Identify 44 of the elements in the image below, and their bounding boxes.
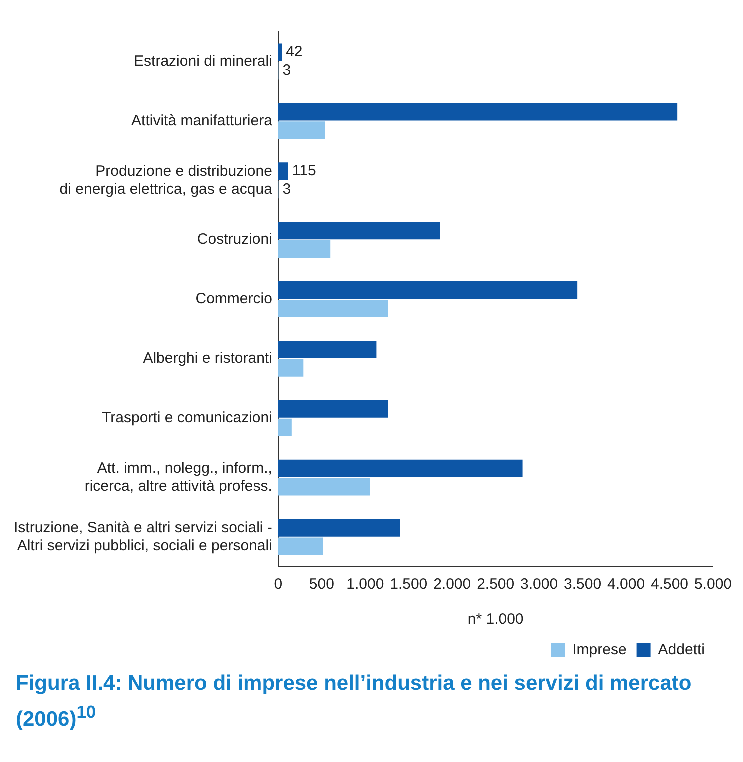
- bar: [278, 122, 326, 140]
- y-tick-label: Alberghi e ristoranti: [143, 350, 272, 368]
- bar: [278, 300, 388, 318]
- bar: [278, 44, 282, 62]
- x-tick-label: 1.000: [346, 576, 384, 594]
- bar: [278, 418, 292, 436]
- bar: [278, 282, 578, 300]
- y-tick-label: Commercio: [196, 290, 272, 308]
- legend-label: Imprese: [572, 642, 627, 659]
- x-tick-label: 3.500: [564, 576, 602, 594]
- y-tick-label: Istruzione, Sanità e altri servizi sociali - Altri servizi pubblici, sociali e personali: [14, 519, 272, 554]
- y-tick-label: Costruzioni: [197, 231, 272, 248]
- x-axis-title: n* 1.000: [468, 611, 524, 628]
- y-tick-label: Produzione e distribuzione di energia elettrica, gas e acqua: [60, 162, 274, 198]
- bar: [278, 359, 304, 377]
- data-label: 115: [292, 162, 316, 180]
- x-tick-label: 4.500: [650, 576, 689, 594]
- bar: [278, 240, 331, 258]
- x-tick-label: 2.000: [434, 576, 472, 594]
- x-tick-label: 2.500: [477, 576, 515, 594]
- text: Figura II.4: Numero di imprese nell’industria e nei servizi di mercato (2006)$^{10}$: [15, 671, 693, 733]
- x-tick-label: 500: [309, 576, 334, 594]
- bar: [278, 162, 288, 180]
- bar: [278, 538, 324, 556]
- bar: [278, 478, 370, 496]
- data-label: 3: [282, 62, 292, 80]
- bar: [278, 103, 678, 121]
- y-tick-label: Att. imm., nolegg., inform., ricerca, altre attività profess.: [84, 460, 272, 495]
- data-label: 42: [286, 44, 303, 61]
- y-tick-label: Estrazioni di minerali: [134, 52, 272, 70]
- bar: [278, 400, 388, 418]
- x-tick-label: 3.000: [520, 576, 558, 594]
- x-tick-label: 1.500: [390, 576, 428, 594]
- y-tick-label: Trasporti e comunicazioni: [102, 410, 272, 427]
- y-tick-label: Attività manifatturiera: [132, 112, 274, 130]
- data-label: 3: [282, 180, 292, 198]
- legend-label: Addetti: [658, 642, 706, 659]
- bar: [278, 519, 400, 537]
- bar: [278, 460, 523, 478]
- bar: [278, 340, 377, 358]
- bar: [278, 222, 440, 240]
- x-tick-label: 5.000: [694, 576, 732, 594]
- x-tick-label: 0: [274, 576, 283, 594]
- x-tick-label: 4.000: [607, 576, 646, 594]
